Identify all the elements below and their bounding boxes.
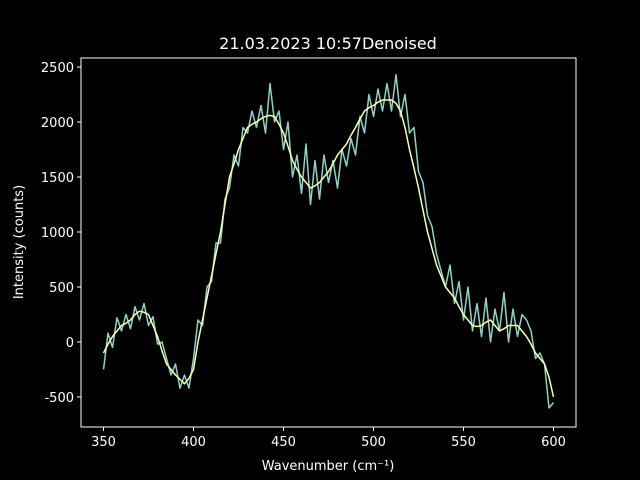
y-tick-label: 1000 xyxy=(41,226,74,241)
x-axis-label: Wavenumber (cm⁻¹) xyxy=(262,459,395,474)
x-tick-label: 400 xyxy=(181,435,206,450)
y-tick-label: 1500 xyxy=(41,171,74,186)
y-tick-label: -500 xyxy=(44,391,74,406)
y-tick-label: 500 xyxy=(49,281,74,296)
series-line xyxy=(102,99,555,398)
y-tick-label: 2000 xyxy=(41,116,74,131)
x-tick-label: 550 xyxy=(451,435,476,450)
x-tick-label: 350 xyxy=(91,435,116,450)
y-axis-label: Intensity (counts) xyxy=(12,185,27,299)
chart-title: 21.03.2023 10:57Denoised xyxy=(219,34,437,53)
y-tick-label: 0 xyxy=(66,336,74,351)
y-tick-label: 2500 xyxy=(41,61,74,76)
x-tick-label: 500 xyxy=(361,435,386,450)
x-tick-label: 450 xyxy=(271,435,296,450)
series-line xyxy=(102,73,555,409)
plot-frame xyxy=(80,57,577,428)
x-tick-label: 600 xyxy=(541,435,566,450)
